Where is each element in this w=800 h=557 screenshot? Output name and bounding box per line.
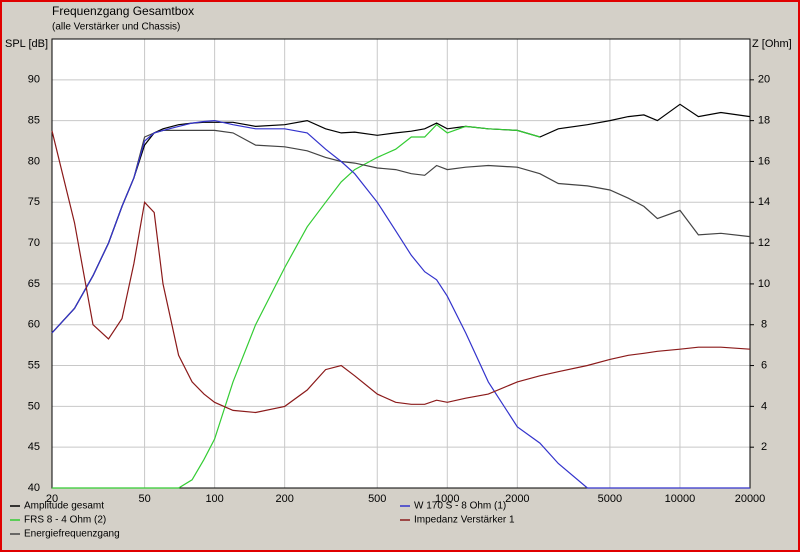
y2-tick-label: 18 — [758, 115, 770, 127]
chart-title: Frequenzgang Gesamtbox — [52, 4, 194, 18]
x-tick-label: 20 — [46, 493, 58, 505]
chart-subtitle: (alle Verstärker und Chassis) — [52, 22, 180, 33]
x-tick-label: 200 — [275, 493, 293, 505]
y-tick-label: 85 — [28, 115, 40, 127]
y2-tick-label: 2 — [761, 441, 767, 453]
x-tick-label: 2000 — [505, 493, 529, 505]
y-tick-label: 75 — [28, 196, 40, 208]
series-line — [51, 129, 751, 334]
y-tick-label: 90 — [28, 74, 40, 86]
y-tick-label: 65 — [28, 278, 40, 290]
plot-area — [52, 39, 750, 488]
legend-label: Amplitude gesamt — [24, 501, 104, 512]
y2-tick-label: 14 — [758, 196, 770, 208]
legend-label: FRS 8 - 4 Ohm (2) — [24, 515, 106, 526]
y-tick-label: 80 — [28, 155, 40, 167]
y2-tick-label: 4 — [761, 400, 767, 412]
legend-label: Impedanz Verstärker 1 — [414, 515, 515, 526]
x-tick-label: 500 — [368, 493, 386, 505]
y-tick-label: 60 — [28, 319, 40, 331]
y2-tick-label: 16 — [758, 155, 770, 167]
y2-tick-label: 12 — [758, 237, 770, 249]
series-line — [51, 130, 751, 414]
y-tick-label: 45 — [28, 441, 40, 453]
y-tick-label: 50 — [28, 400, 40, 412]
y2-tick-label: 10 — [758, 278, 770, 290]
legend-label: W 170 S - 8 Ohm (1) — [414, 501, 506, 512]
series-line — [51, 119, 750, 489]
x-tick-label: 50 — [138, 493, 150, 505]
y-axis-label: SPL [dB] — [5, 38, 48, 50]
y-tick-label: 40 — [28, 482, 40, 494]
x-tick-label: 20000 — [735, 493, 766, 505]
y2-tick-label: 20 — [758, 74, 770, 86]
x-tick-label: 10000 — [665, 493, 696, 505]
x-tick-label: 100 — [205, 493, 223, 505]
series-line — [52, 123, 541, 489]
y2-tick-label: 8 — [761, 319, 767, 331]
y2-tick-label: 6 — [761, 359, 767, 371]
legend-label: Energiefrequenzgang — [24, 529, 120, 540]
series-line — [51, 103, 751, 334]
x-tick-label: 5000 — [598, 493, 622, 505]
plot-border — [51, 38, 751, 489]
y-tick-label: 55 — [28, 359, 40, 371]
y-tick-label: 70 — [28, 237, 40, 249]
y2-axis-label: Z [Ohm] — [752, 38, 792, 50]
x-tick-label: 1000 — [435, 493, 459, 505]
